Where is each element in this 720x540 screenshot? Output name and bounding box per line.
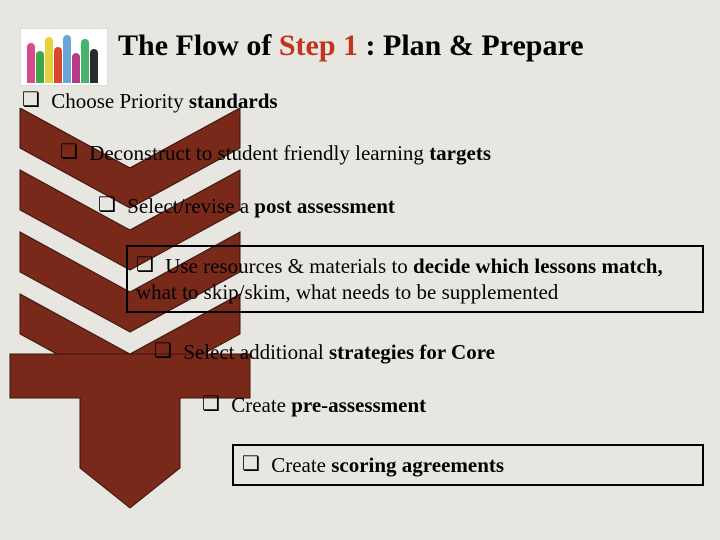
checkbox-icon: ❏ [22,88,40,113]
slide: The Flow of Step 1 : Plan & Prepare ❏ Ch… [0,0,720,540]
check-item-text: Select/revise a post assessment [127,194,395,218]
title-part-2: : Plan & Prepare [366,29,584,62]
title-accent: Step 1 [279,29,358,62]
check-item-text: Use resources & materials to decide whic… [136,254,663,304]
checkbox-icon: ❏ [136,253,154,278]
hands-logo [20,28,108,86]
check-item-text: Deconstruct to student friendly learning… [89,141,491,165]
check-item-3: ❏ Select/revise a post assessment [98,193,704,219]
slide-title: The Flow of Step 1 : Plan & Prepare [118,30,584,62]
check-item-text: Choose Priority standards [51,89,277,113]
check-item-1: ❏ Choose Priority standards [22,88,704,114]
title-part-1: The Flow of [118,29,279,62]
check-item-text: Create pre-assessment [231,393,426,417]
checkbox-icon: ❏ [202,392,220,417]
check-item-5: ❏ Select additional strategies for Core [154,339,704,365]
check-item-text: Select additional strategies for Core [183,340,495,364]
checkbox-icon: ❏ [242,452,260,477]
check-item-4-boxed: ❏ Use resources & materials to decide wh… [126,245,704,314]
check-item-2: ❏ Deconstruct to student friendly learni… [60,140,704,166]
check-item-7-boxed: ❏ Create scoring agreements [232,444,704,486]
checkbox-icon: ❏ [98,193,116,218]
check-item-6: ❏ Create pre-assessment [202,392,704,418]
checkbox-icon: ❏ [60,140,78,165]
checkbox-icon: ❏ [154,339,172,364]
check-item-text: Create scoring agreements [271,453,504,477]
checklist: ❏ Choose Priority standards ❏ Deconstruc… [22,88,704,512]
